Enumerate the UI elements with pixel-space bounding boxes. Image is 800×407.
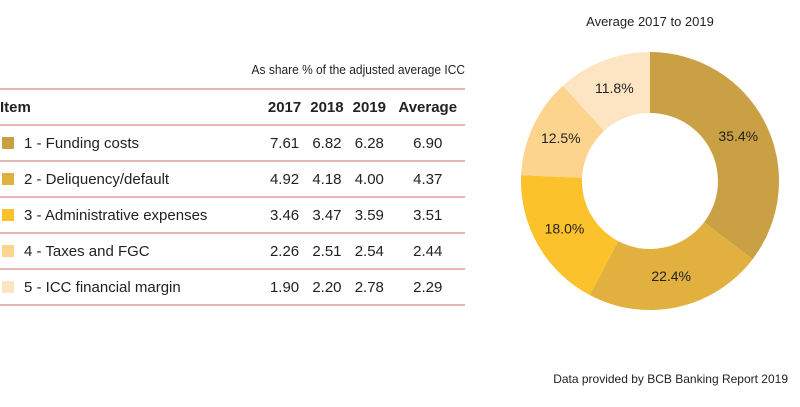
donut-slice — [562, 51, 650, 131]
header-2019: 2019 — [348, 88, 391, 125]
cell-value: 6.82 — [305, 124, 349, 161]
header-2018: 2018 — [305, 88, 349, 125]
slice-label: 18.0% — [545, 221, 585, 237]
table-row: 4 - Taxes and FGC 2.26 2.51 2.54 2.44 — [0, 232, 465, 269]
legend-swatch — [2, 172, 14, 185]
cell-value: 3.46 — [263, 196, 306, 233]
slice-label: 11.8% — [595, 80, 634, 96]
cell-value: 4.37 — [390, 160, 465, 197]
row-label-text: 3 - Administrative expenses — [24, 206, 208, 224]
legend-swatch — [2, 136, 14, 149]
row-label: 4 - Taxes and FGC — [0, 232, 264, 269]
row-label-text: 1 - Funding costs — [24, 134, 140, 152]
row-label: 3 - Administrative expenses — [0, 196, 264, 233]
cell-value: 4.92 — [263, 160, 306, 197]
table-row: 2 - Deliquency/default 4.92 4.18 4.00 4.37 — [0, 160, 465, 197]
source-note: Data provided by BCB Banking Report 2019 — [553, 372, 788, 386]
cost-table: Item 2017 2018 2019 Average 1 - Funding … — [0, 88, 465, 306]
table-row: 1 - Funding costs 7.61 6.82 6.28 6.90 — [0, 124, 465, 161]
header-item: Item — [0, 88, 264, 125]
row-label-text: 2 - Deliquency/default — [24, 170, 170, 188]
table-subtitle: As share % of the adjusted average ICC — [251, 62, 465, 77]
slice-label: 12.5% — [541, 130, 581, 146]
cell-value: 6.90 — [390, 124, 465, 161]
chart-title: Average 2017 to 2019 — [586, 14, 714, 29]
donut-slice — [650, 52, 779, 260]
legend-swatch — [2, 280, 14, 293]
cell-value: 3.59 — [348, 196, 391, 233]
cell-value: 2.26 — [263, 232, 306, 269]
table-row: 5 - ICC financial margin 1.90 2.20 2.78 2.29 — [0, 268, 465, 306]
table-header: Item 2017 2018 2019 Average — [0, 88, 465, 125]
legend-swatch — [2, 244, 14, 257]
row-label-text: 5 - ICC financial margin — [24, 278, 181, 296]
row-label: 1 - Funding costs — [0, 124, 264, 161]
cell-value: 1.90 — [263, 268, 306, 306]
row-label-text: 4 - Taxes and FGC — [24, 242, 150, 260]
donut-slice — [521, 85, 605, 178]
cell-value: 2.78 — [348, 268, 391, 306]
cell-value: 2.20 — [305, 268, 349, 306]
cell-value: 4.00 — [348, 160, 391, 197]
slice-label: 22.4% — [651, 268, 691, 284]
cell-value: 2.29 — [390, 268, 465, 306]
cell-value: 6.28 — [348, 124, 391, 161]
cell-value: 2.54 — [348, 232, 391, 269]
header-2017: 2017 — [263, 88, 306, 125]
donut-slice — [589, 222, 753, 311]
legend-swatch — [2, 208, 14, 221]
slice-label: 35.4% — [718, 128, 758, 144]
row-label: 5 - ICC financial margin — [0, 268, 264, 306]
cell-value: 2.44 — [390, 232, 465, 269]
cell-value: 2.51 — [305, 232, 349, 269]
row-label: 2 - Deliquency/default — [0, 160, 264, 197]
cell-value: 3.51 — [390, 196, 465, 233]
table-row: 3 - Administrative expenses 3.46 3.47 3.59 3… — [0, 196, 465, 233]
header-average: Average — [390, 88, 465, 125]
cell-value: 4.18 — [305, 160, 349, 197]
donut-slice — [521, 175, 619, 296]
cell-value: 3.47 — [305, 196, 349, 233]
cell-value: 7.61 — [263, 124, 306, 161]
